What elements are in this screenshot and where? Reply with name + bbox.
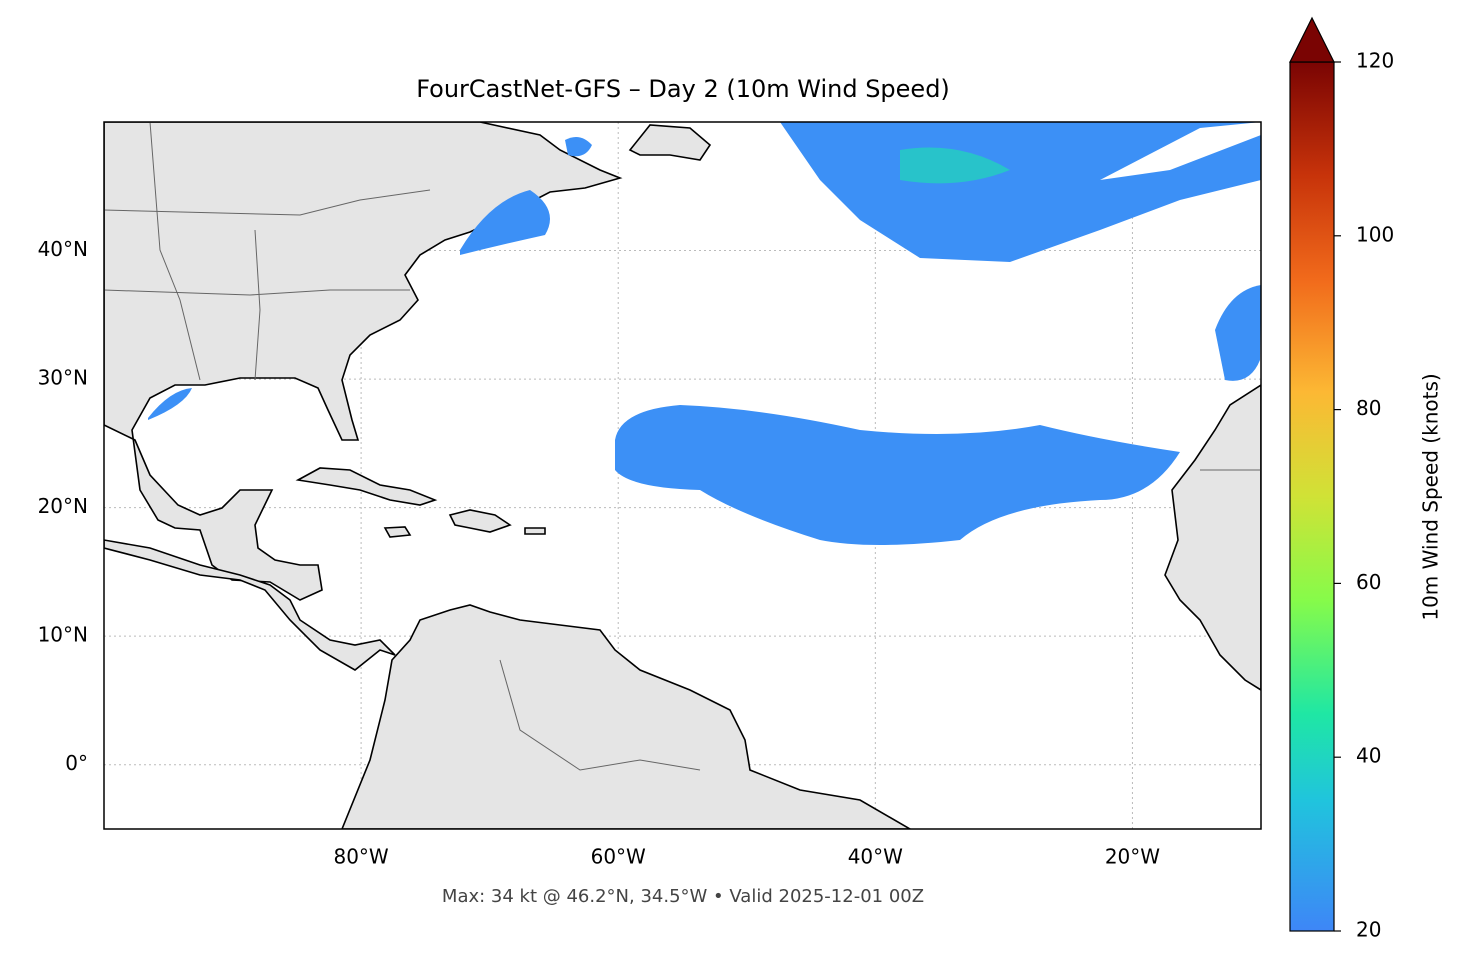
cuba (295, 467, 438, 506)
plot-frame (103, 121, 1262, 830)
y-tick-label: 30°N (38, 366, 88, 390)
colorbar-tick-label: 60 (1356, 570, 1381, 594)
map-area (104, 122, 1261, 829)
state-borders (499, 659, 701, 771)
y-tick-label: 10°N (38, 623, 88, 647)
y-tick-label: 40°N (38, 237, 88, 261)
axis-ticks: 80°W 60°W 40°W 20°W 0° 10°N 20°N 30°N 40°N (38, 237, 1161, 868)
colorbar-tick-label: 80 (1356, 396, 1381, 420)
x-tick-label: 60°W (591, 845, 646, 869)
state-borders (104, 189, 431, 216)
wind-max-core (900, 147, 1010, 184)
y-tick-label: 0° (65, 751, 88, 775)
colorbar-tick-label: 20 (1356, 918, 1381, 942)
colorbar-extend (1289, 16, 1335, 63)
x-tick-label: 40°W (848, 845, 903, 869)
state-borders (104, 289, 410, 296)
puerto-rico (524, 527, 546, 535)
wind-gap (1100, 122, 1261, 180)
colorbar-ticks: 20 40 60 80 100 120 (1334, 49, 1394, 942)
footnote: Max: 34 kt @ 46.2°N, 34.5°W • Valid 2025… (442, 886, 924, 907)
jamaica (383, 526, 412, 538)
newfoundland (628, 124, 712, 161)
colorbar-label: 10m Wind Speed (knots) (1419, 373, 1443, 620)
africa (1164, 384, 1261, 691)
y-tick-label: 20°N (38, 494, 88, 518)
colorbar (1289, 61, 1335, 932)
colorbar-tick-label: 120 (1356, 49, 1394, 73)
wind-patch-atlantic (1215, 285, 1261, 381)
wind-patch-stlawrence (565, 136, 592, 157)
wind-swath-trade (615, 405, 1180, 545)
south-america (341, 604, 912, 829)
map-title: FourCastNet-GFS – Day 2 (10m Wind Speed) (416, 75, 950, 103)
wind-patch-gulf (148, 388, 192, 420)
central-america (104, 539, 396, 671)
hispaniola (448, 509, 512, 533)
x-tick-label: 80°W (333, 845, 388, 869)
x-tick-label: 20°W (1105, 845, 1160, 869)
state-borders (149, 122, 201, 381)
colorbar-tick-label: 40 (1356, 744, 1381, 768)
colorbar-tick-label: 100 (1356, 222, 1394, 246)
wind-patch-maine (460, 190, 550, 255)
state-borders (254, 229, 261, 381)
